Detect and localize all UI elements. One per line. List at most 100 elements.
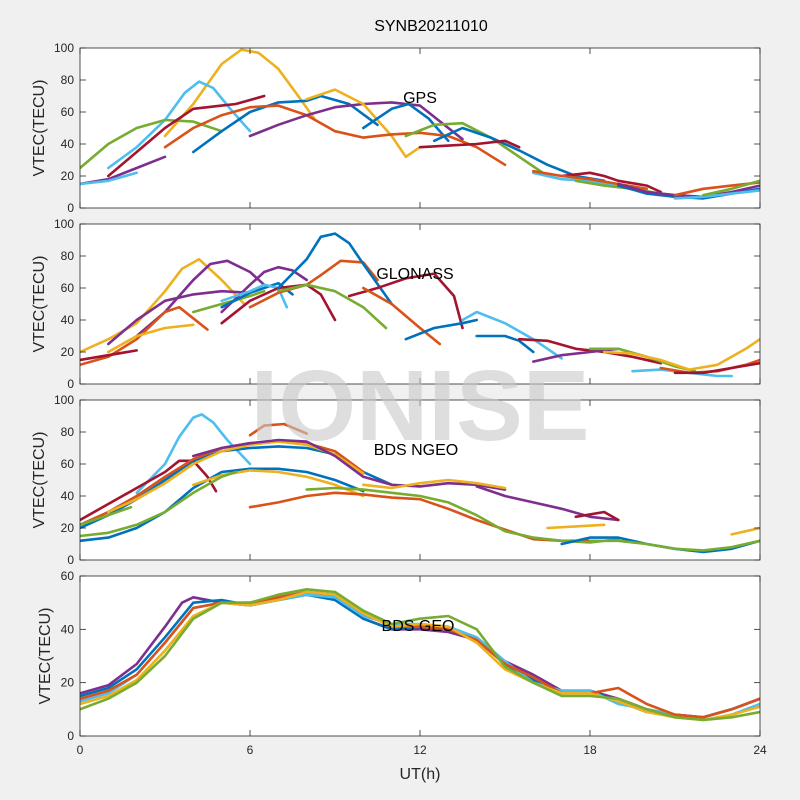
- y-axis-title: VTEC(TECU): [31, 256, 48, 353]
- series-line: [80, 590, 760, 722]
- series-line: [730, 526, 760, 536]
- y-tick-label: 0: [67, 201, 74, 215]
- panel-label: GPS: [403, 90, 437, 107]
- series-line: [347, 272, 464, 330]
- plot-area: [80, 400, 760, 560]
- series-line: [432, 126, 606, 183]
- y-tick-label: 60: [61, 569, 75, 583]
- y-tick-label: 80: [61, 425, 75, 439]
- y-tick-label: 20: [61, 169, 75, 183]
- series-line: [192, 469, 365, 498]
- y-axis-title: VTEC(TECU): [31, 432, 48, 529]
- series-line: [220, 283, 337, 325]
- y-tick-label: 40: [61, 622, 75, 636]
- series-line: [475, 334, 535, 354]
- x-tick-label: 24: [753, 743, 767, 757]
- panel-3: 0 20 40 60 0 6 12 18 24 BDS GEO VTEC(TECU): [37, 569, 767, 757]
- series-line: [220, 283, 289, 309]
- y-tick-label: 20: [61, 676, 75, 690]
- series-line: [276, 232, 394, 306]
- series-line: [107, 323, 195, 354]
- series-group: [80, 587, 760, 722]
- series-line: [404, 121, 549, 178]
- series-line: [673, 189, 760, 200]
- series-line: [673, 361, 760, 375]
- y-tick-label: 100: [54, 41, 74, 55]
- series-line: [701, 179, 760, 197]
- y-tick-label: 0: [67, 729, 74, 743]
- series-line: [616, 182, 760, 199]
- y-tick-label: 100: [54, 393, 74, 407]
- series-line: [80, 459, 218, 522]
- panel-label: GLONASS: [376, 266, 453, 283]
- panel-label: BDS GEO: [382, 618, 455, 635]
- series-line: [192, 438, 507, 491]
- x-tick-label: 18: [583, 743, 597, 757]
- series-line: [248, 422, 309, 437]
- series-line: [80, 349, 138, 362]
- y-tick-label: 40: [61, 313, 75, 327]
- series-line: [305, 486, 620, 544]
- series-line: [475, 485, 620, 522]
- y-axis-title: VTEC(TECU): [37, 608, 54, 705]
- x-axis-title: UT(h): [400, 766, 441, 783]
- figure-title: SYNB20211010: [374, 18, 488, 35]
- y-tick-label: 0: [67, 553, 74, 567]
- series-line: [276, 283, 388, 330]
- series-group: [80, 232, 760, 378]
- y-axis-title: VTEC(TECU): [31, 80, 48, 177]
- x-tick-label: 6: [247, 743, 254, 757]
- series-line: [80, 305, 209, 367]
- panel-1: 0 20 40 60 80 100 GLONASS VTEC(TECU): [31, 217, 761, 391]
- series-line: [361, 286, 442, 346]
- y-tick-label: 0: [67, 377, 74, 391]
- series-line: [248, 491, 592, 543]
- series-line: [80, 171, 138, 186]
- series-line: [80, 590, 760, 719]
- series-line: [418, 139, 521, 149]
- x-tick-label: 0: [77, 743, 84, 757]
- series-line: [80, 470, 238, 538]
- y-tick-label: 40: [61, 137, 75, 151]
- x-tick-label: 12: [413, 743, 427, 757]
- series-line: [305, 88, 422, 159]
- series-line: [80, 505, 133, 527]
- y-tick-label: 100: [54, 217, 74, 231]
- watermark: IONISE: [251, 350, 590, 462]
- series-line: [107, 289, 252, 346]
- y-tick-label: 80: [61, 73, 75, 87]
- panel-label: BDS NGEO: [374, 442, 458, 459]
- series-line: [192, 94, 379, 154]
- series-line: [80, 467, 365, 543]
- y-tick-label: 60: [61, 281, 75, 295]
- series-group: [80, 48, 760, 200]
- y-tick-label: 20: [61, 521, 75, 535]
- series-line: [404, 318, 479, 341]
- series-line: [517, 337, 663, 365]
- series-line: [531, 347, 620, 363]
- series-line: [135, 413, 252, 495]
- panel-0: 0 20 40 60 80 100 GPS VTEC(TECU): [31, 41, 761, 215]
- series-line: [588, 539, 760, 552]
- y-tick-label: 20: [61, 345, 75, 359]
- series-line: [546, 523, 606, 530]
- y-tick-label: 60: [61, 457, 75, 471]
- series-line: [80, 257, 246, 354]
- series-line: [560, 171, 663, 194]
- y-tick-label: 40: [61, 489, 75, 503]
- series-line: [80, 587, 760, 722]
- y-tick-label: 60: [61, 105, 75, 119]
- series-line: [574, 510, 620, 522]
- series-line: [80, 118, 223, 170]
- series-line: [333, 129, 507, 167]
- series-line: [602, 337, 760, 371]
- panel-2: 0 20 40 60 80 100 BDS NGEO VTEC(TECU): [31, 393, 761, 567]
- plot-area: [80, 48, 760, 208]
- series-line: [107, 94, 266, 178]
- series-group: [80, 413, 760, 554]
- series-line: [361, 478, 507, 490]
- panels: 020406080100GPSVTEC(TECU)020406080100GLO…: [31, 41, 767, 757]
- series-line: [461, 310, 564, 360]
- y-tick-label: 80: [61, 249, 75, 263]
